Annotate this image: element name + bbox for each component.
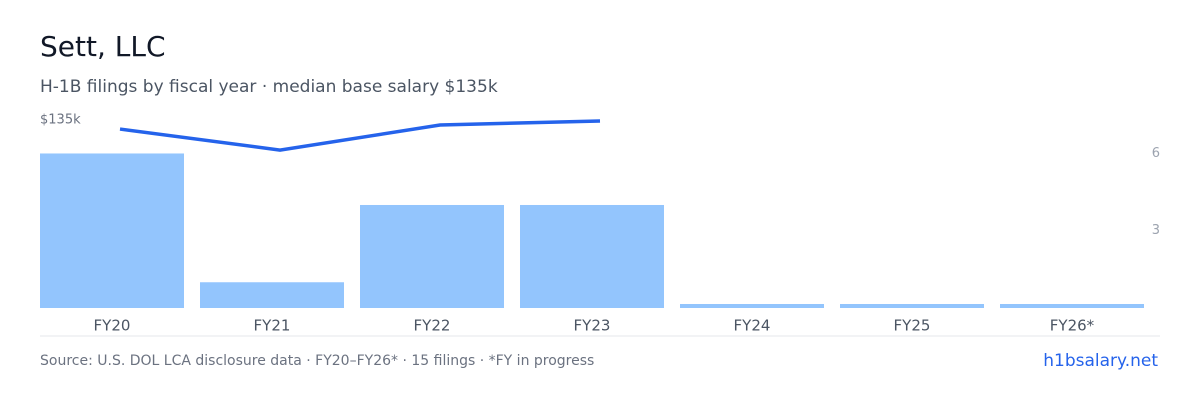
bar xyxy=(40,153,184,308)
bar xyxy=(680,304,824,308)
chart-title: Sett, LLC xyxy=(40,30,166,63)
chart-subtitle: H-1B filings by fiscal year · median bas… xyxy=(40,77,498,97)
y-tick-label: 3 xyxy=(1152,223,1160,238)
x-tick-label: FY26* xyxy=(1050,317,1095,335)
y-tick-label: 6 xyxy=(1152,146,1160,161)
salary-line xyxy=(119,119,601,152)
x-tick-label: FY21 xyxy=(254,317,291,335)
bar xyxy=(840,304,984,308)
y2-tick-label: $135k xyxy=(40,113,81,128)
bar xyxy=(360,204,504,308)
x-tick-label: FY24 xyxy=(734,317,771,335)
x-tick-label: FY20 xyxy=(94,317,131,335)
x-tick-label: FY22 xyxy=(414,317,451,335)
bar xyxy=(200,282,344,308)
source-note: Source: U.S. DOL LCA disclosure data · F… xyxy=(40,353,594,369)
brand-link[interactable]: h1bsalary.net xyxy=(1043,351,1158,371)
bar xyxy=(520,204,664,308)
x-tick-label: FY23 xyxy=(574,317,611,335)
x-tick-label: FY25 xyxy=(894,317,931,335)
bar xyxy=(1000,304,1144,308)
